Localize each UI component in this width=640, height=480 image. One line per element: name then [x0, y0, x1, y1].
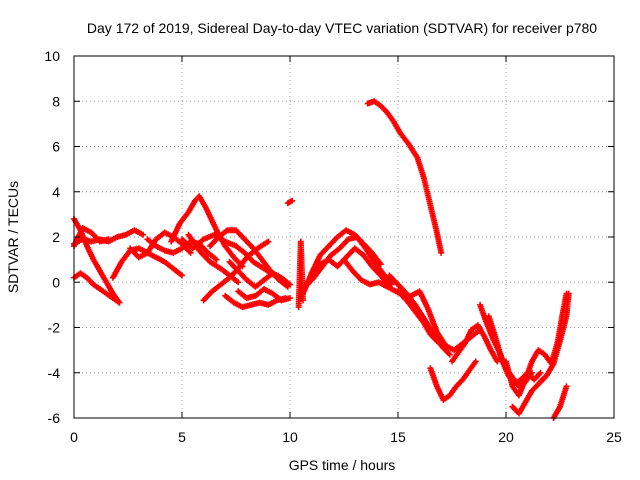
y-tick-label: 10	[44, 48, 60, 64]
x-axis-label: GPS time / hours	[289, 457, 396, 473]
data-points	[71, 98, 572, 421]
series-arc-17	[295, 238, 306, 311]
x-tick-label: 10	[282, 429, 298, 445]
series-arc-27	[449, 322, 501, 365]
y-axis-label: SDTVAR / TECUs	[5, 181, 21, 293]
series-arc-24	[395, 288, 440, 345]
series-arc-14	[235, 286, 293, 304]
series-arc-15	[226, 258, 293, 290]
y-tick-label: 6	[52, 139, 60, 155]
y-tick-label: 0	[52, 274, 60, 290]
x-tick-label: 0	[70, 429, 78, 445]
series-arc-33	[537, 290, 572, 385]
x-tick-label: 5	[178, 429, 186, 445]
series-arc-20	[308, 245, 393, 290]
y-tick-label: -6	[48, 410, 61, 426]
y-tick-label: -2	[48, 320, 61, 336]
series-arc-32	[550, 383, 570, 421]
x-tick-label: 15	[390, 429, 406, 445]
y-tick-label: -4	[48, 365, 61, 381]
chart-title: Day 172 of 2019, Sidereal Day-to-day VTE…	[87, 20, 597, 36]
series-arc-22	[364, 98, 445, 256]
series-arc-16	[284, 197, 296, 207]
y-tick-label: 4	[52, 184, 60, 200]
x-tick-label: 25	[606, 429, 622, 445]
y-tick-label: 8	[52, 93, 60, 109]
series-arc-12	[200, 238, 272, 304]
series-arc-26	[427, 358, 479, 403]
series-arc-8	[168, 193, 246, 270]
y-tick-label: 2	[52, 229, 60, 245]
series-arc-29	[485, 313, 544, 388]
axis-ticks: 0 5 10 15 20 25 -6 -4 -2 0 2 4 6 8 10	[44, 48, 622, 445]
series-arc-1	[71, 215, 123, 306]
x-tick-label: 20	[498, 429, 514, 445]
